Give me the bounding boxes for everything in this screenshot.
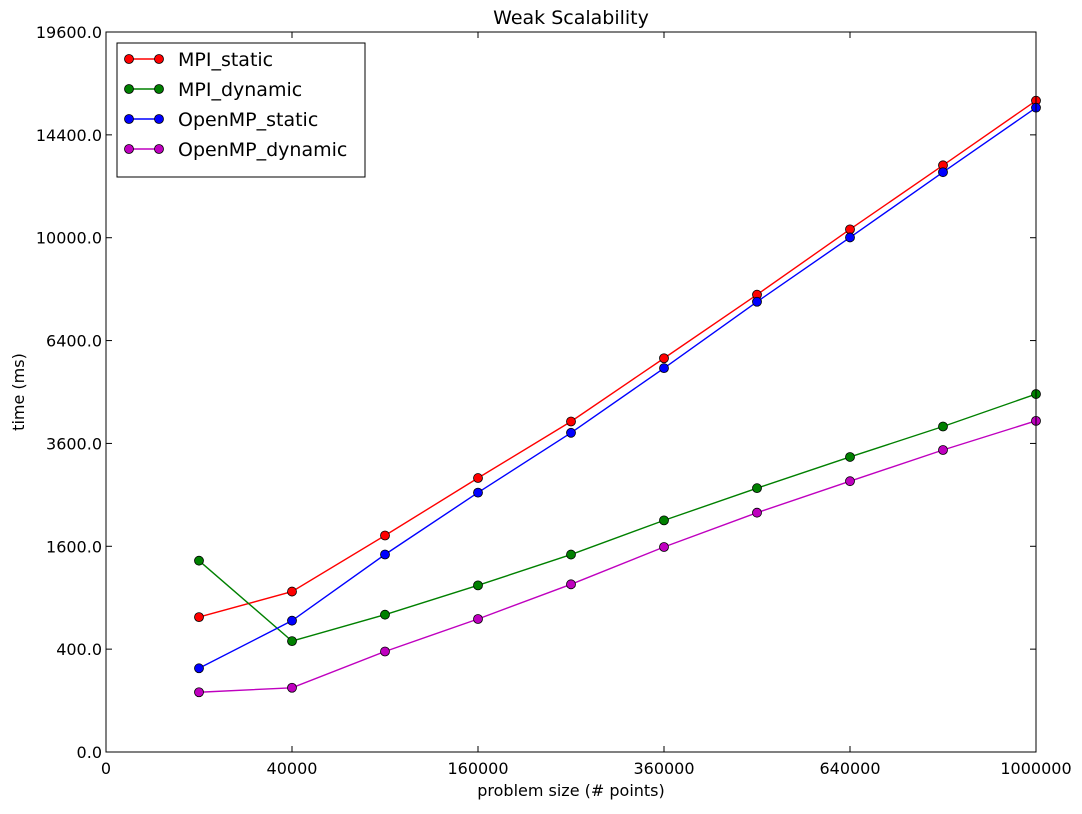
- series-mpi-static: [194, 95, 1041, 622]
- series-line-mpi-dynamic: [198, 393, 1037, 642]
- legend-item-openmp-dynamic: OpenMP_dynamic: [124, 139, 347, 161]
- legend-swatch-marker: [124, 84, 134, 94]
- y-axis-label: time (ms): [9, 353, 28, 431]
- legend-swatch-marker: [124, 54, 134, 64]
- data-point-openmp-static: [659, 363, 669, 374]
- axes-layer: 0 40000 160000 360000 640000 1000000 0.0 400.0 1…: [36, 23, 1072, 778]
- legend-swatch-marker: [154, 144, 164, 154]
- data-point-mpi-static: [845, 224, 855, 235]
- x-axis-label: problem size (# points): [477, 781, 665, 800]
- legend-label: MPI_dynamic: [178, 79, 302, 101]
- data-point-mpi-dynamic: [845, 452, 855, 462]
- plot-frame: [105, 31, 1037, 753]
- data-point-mpi-dynamic: [287, 636, 297, 646]
- legend-swatch-marker: [124, 114, 134, 124]
- data-point-openmp-dynamic: [473, 614, 483, 624]
- y-tick-label: 400.0: [56, 640, 102, 659]
- y-tick-label: 10000.0: [36, 229, 102, 248]
- legend-swatch-marker: [124, 144, 134, 154]
- series-layer: [194, 95, 1041, 698]
- data-point-mpi-dynamic: [194, 555, 204, 566]
- data-point-mpi-static: [473, 473, 483, 483]
- series-openmp-static: [194, 102, 1041, 674]
- data-point-openmp-dynamic: [659, 542, 669, 552]
- data-point-openmp-dynamic: [845, 476, 855, 487]
- data-point-openmp-dynamic: [194, 687, 204, 698]
- data-point-openmp-static: [380, 549, 390, 560]
- data-point-openmp-dynamic: [287, 682, 297, 693]
- data-point-mpi-dynamic: [566, 549, 576, 560]
- series-openmp-dynamic: [194, 415, 1041, 698]
- legend-swatch-marker: [154, 114, 164, 124]
- legend: MPI_static MPI_dynamic OpenMP_static OpenMP…: [116, 42, 366, 178]
- legend-swatch-marker: [154, 84, 164, 94]
- series-line-openmp-static: [198, 107, 1037, 669]
- legend-label: MPI_static: [178, 49, 273, 71]
- y-tick-label: 19600.0: [36, 23, 102, 42]
- x-tick-label: 160000: [447, 759, 508, 778]
- data-point-openmp-static: [845, 232, 855, 243]
- x-tick-label: 40000: [267, 759, 318, 778]
- series-line-openmp-dynamic: [198, 420, 1037, 693]
- data-point-mpi-dynamic: [659, 515, 669, 526]
- y-tick-label: 6400.0: [46, 332, 102, 351]
- legend-item-mpi-static: MPI_static: [124, 49, 273, 71]
- data-point-mpi-dynamic: [938, 421, 948, 432]
- data-point-openmp-static: [938, 167, 948, 178]
- data-point-mpi-static: [287, 586, 297, 597]
- y-tick-label: 3600.0: [46, 434, 102, 453]
- series-mpi-dynamic: [194, 389, 1041, 646]
- data-point-openmp-dynamic: [566, 579, 576, 590]
- data-point-openmp-static: [752, 296, 762, 307]
- data-point-openmp-static: [194, 663, 204, 674]
- data-point-mpi-static: [659, 353, 669, 364]
- data-point-mpi-dynamic: [473, 580, 483, 591]
- data-point-mpi-static: [380, 530, 390, 541]
- data-point-mpi-dynamic: [380, 609, 390, 620]
- chart-title: Weak Scalability: [493, 7, 649, 29]
- y-tick-label: 14400.0: [36, 126, 102, 145]
- legend-label: OpenMP_dynamic: [178, 139, 347, 161]
- data-point-openmp-static: [566, 427, 576, 438]
- legend-label: OpenMP_static: [178, 109, 318, 131]
- legend-box: [116, 42, 366, 178]
- data-point-mpi-static: [566, 416, 576, 427]
- series-line-mpi-static: [198, 100, 1037, 618]
- x-tick-label: 0: [101, 759, 111, 778]
- legend-item-mpi-dynamic: MPI_dynamic: [124, 79, 302, 101]
- data-point-openmp-static: [287, 615, 297, 626]
- data-point-mpi-static: [194, 612, 204, 622]
- y-tick-label: 0.0: [77, 743, 102, 762]
- data-point-mpi-dynamic: [752, 483, 762, 494]
- x-tick-label: 1000000: [1000, 759, 1071, 778]
- x-tick-label: 640000: [819, 759, 880, 778]
- data-point-openmp-dynamic: [938, 445, 948, 455]
- y-tick-label: 1600.0: [46, 537, 102, 556]
- x-tick-label: 360000: [633, 759, 694, 778]
- data-point-openmp-static: [473, 487, 483, 498]
- legend-swatch-marker: [154, 54, 164, 64]
- data-point-openmp-dynamic: [752, 507, 762, 518]
- legend-item-openmp-static: OpenMP_static: [124, 109, 318, 131]
- data-point-openmp-dynamic: [380, 646, 390, 657]
